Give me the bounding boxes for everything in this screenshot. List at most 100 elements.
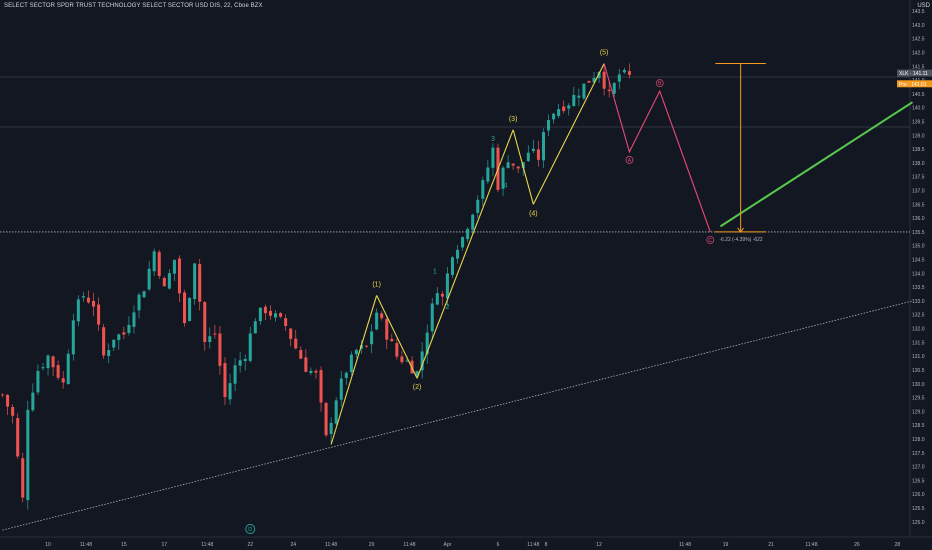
candle-body (440, 293, 444, 297)
x-tick-label: 6 (497, 542, 500, 548)
candle-body (112, 339, 116, 348)
candle-body (284, 318, 288, 326)
y-tick-label: 140.5 (912, 92, 925, 98)
candle-body (208, 336, 212, 343)
candle-body (97, 304, 101, 325)
candle-body (547, 120, 551, 131)
x-tick-label: 26 (854, 542, 860, 548)
candle-body (66, 353, 70, 385)
candle-body (198, 264, 202, 302)
candle-body (117, 334, 121, 341)
impulse-wave-label: (5) (600, 50, 609, 57)
candle-body (223, 363, 227, 398)
y-tick-label: 129.0 (912, 409, 925, 415)
candle-body (567, 105, 571, 109)
candle-body (238, 360, 242, 366)
candle-body (36, 370, 40, 393)
candle-body (344, 372, 348, 379)
candle-body (172, 259, 176, 274)
candle-body (329, 422, 333, 434)
candle-body (445, 273, 449, 299)
y-tick-label: 126.5 (912, 478, 925, 484)
candle-body (420, 351, 424, 371)
y-tick-label: 139.5 (912, 119, 925, 125)
impulse-wave-line (330, 295, 378, 445)
x-tick-label: 11:48 (325, 542, 337, 548)
candle-body (582, 83, 586, 99)
y-tick-label: 133.0 (912, 299, 925, 305)
price-tag-box (897, 80, 932, 88)
candle-body (577, 95, 581, 98)
candle-body (461, 237, 465, 248)
candle-body (253, 321, 257, 334)
correction-label: B (658, 81, 662, 87)
candle-body (481, 180, 485, 199)
candle-body (46, 355, 50, 369)
candle-body (268, 310, 272, 316)
y-tick-label: 142.5 (912, 37, 925, 43)
x-tick-label: 11:48 (805, 542, 817, 548)
y-tick-label: 127.5 (912, 451, 925, 457)
candle-body (51, 356, 55, 368)
candle-body (31, 392, 35, 411)
candle-body (365, 345, 369, 347)
candle-body (501, 167, 505, 189)
minor-wave-label: 4 (504, 183, 508, 190)
x-tick-label: 17 (162, 542, 168, 548)
x-tick-label: 21 (768, 542, 774, 548)
candle-body (334, 400, 338, 424)
support-trendline (2, 300, 913, 531)
candle-body (76, 299, 80, 322)
candle-body (339, 378, 343, 400)
y-tick-label: 133.5 (912, 285, 925, 291)
x-tick-label: 10 (45, 542, 51, 548)
y-tick-label: 136.0 (912, 216, 925, 222)
candle-body (157, 252, 161, 276)
candle-body (324, 402, 328, 436)
candle-body (258, 307, 262, 322)
x-tick-label: 15 (121, 542, 127, 548)
price-tag-label: Pre · 141.01 (899, 82, 927, 88)
x-tick-label: Apr (444, 542, 452, 548)
candle-body (107, 350, 111, 357)
candle-body (263, 306, 267, 314)
candle-body (375, 312, 379, 330)
y-tick-label: 126.0 (912, 492, 925, 498)
projection-line (719, 101, 914, 228)
candle-body (526, 152, 530, 162)
y-tick-label: 127.0 (912, 465, 925, 471)
candle-body (405, 360, 409, 362)
candle-body (92, 301, 96, 307)
candle-body (592, 77, 596, 83)
y-tick-label: 140.0 (912, 106, 925, 112)
y-tick-label: 136.5 (912, 202, 925, 208)
measure-arrowhead (737, 227, 745, 233)
y-tick-label: 134.0 (912, 271, 925, 277)
candle-body (435, 293, 439, 305)
x-tick-label: 11:48 (201, 542, 213, 548)
candle-body (243, 358, 247, 361)
candle-body (86, 297, 90, 303)
candle-body (294, 338, 298, 349)
candle-body (627, 71, 631, 75)
candle-body (552, 113, 556, 120)
candle-body (193, 263, 197, 299)
candle-body (248, 333, 252, 361)
x-tick-label: 28 (895, 542, 901, 548)
y-tick-label: 138.5 (912, 147, 925, 153)
candle-body (188, 297, 192, 321)
y-tick-label: 141.5 (912, 64, 925, 70)
candle-body (370, 331, 374, 345)
candle-body (122, 332, 126, 335)
x-tick-label: 29 (369, 542, 375, 548)
currency-label: USD (917, 3, 930, 9)
y-tick-label: 130.5 (912, 368, 925, 374)
candle-body (516, 166, 520, 169)
candle-body (203, 302, 207, 343)
candle-body (612, 83, 616, 94)
candle-body (21, 458, 25, 498)
candle-body (274, 313, 278, 318)
x-tick-label: 24 (290, 542, 296, 548)
y-tick-label: 143.0 (912, 23, 925, 29)
